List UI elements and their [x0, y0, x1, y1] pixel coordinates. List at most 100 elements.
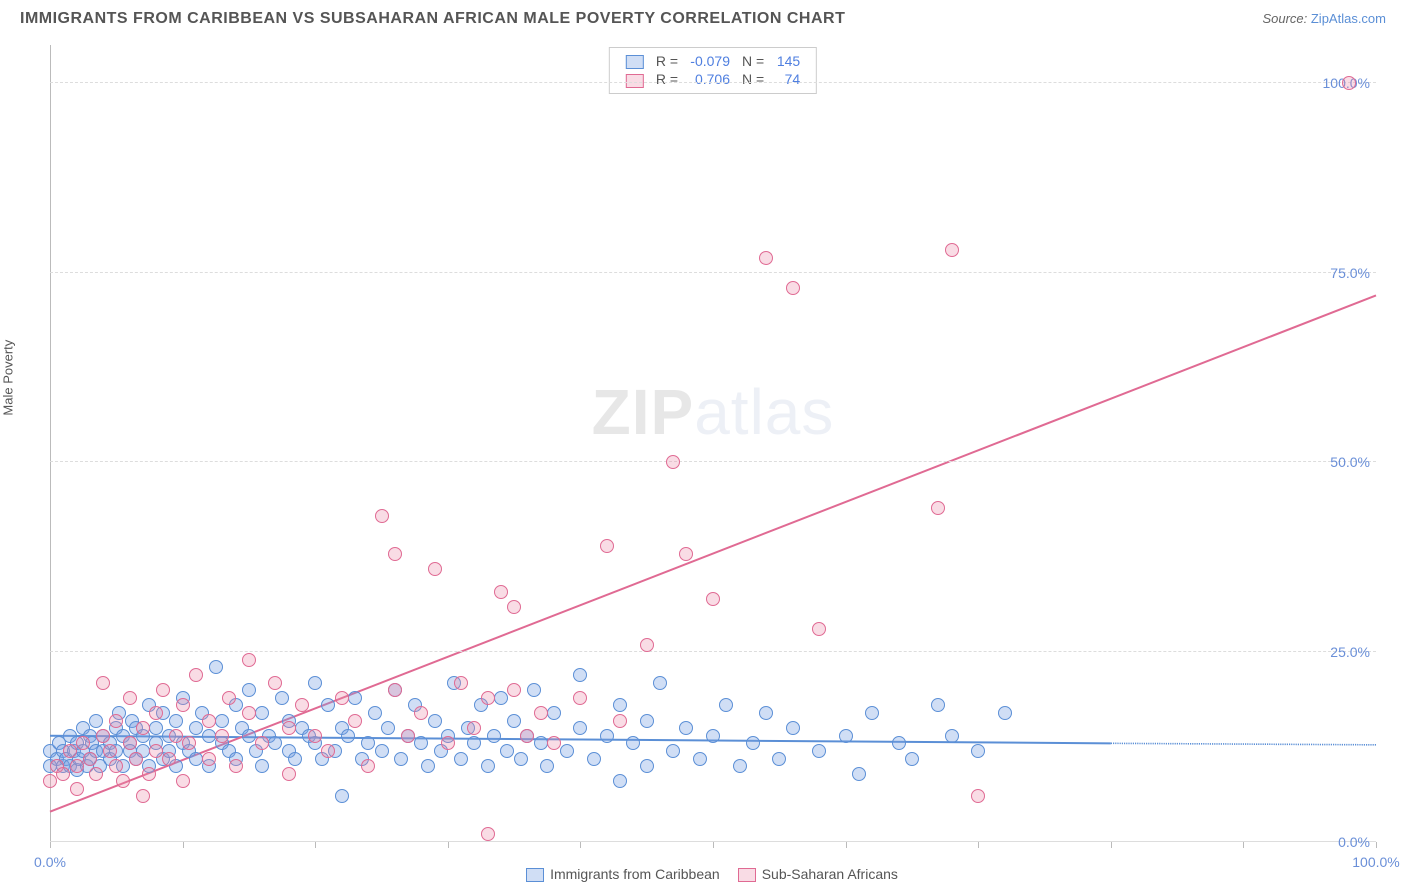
data-point-caribbean [454, 752, 468, 766]
data-point-subsaharan [96, 729, 110, 743]
data-point-caribbean [931, 698, 945, 712]
x-tick [183, 842, 184, 848]
data-point-caribbean [587, 752, 601, 766]
data-point-caribbean [308, 676, 322, 690]
data-point-caribbean [494, 691, 508, 705]
data-point-subsaharan [142, 767, 156, 781]
x-tick [846, 842, 847, 848]
data-point-caribbean [149, 721, 163, 735]
data-point-subsaharan [89, 767, 103, 781]
data-point-caribbean [361, 736, 375, 750]
source-link[interactable]: ZipAtlas.com [1311, 11, 1386, 26]
data-point-caribbean [275, 691, 289, 705]
data-point-subsaharan [414, 706, 428, 720]
data-point-caribbean [421, 759, 435, 773]
legend-row-subsaharan: R =0.706N =74 [620, 70, 806, 88]
legend-label-subsaharan: Sub-Saharan Africans [762, 866, 898, 882]
data-point-caribbean [268, 736, 282, 750]
data-point-caribbean [375, 744, 389, 758]
data-point-subsaharan [169, 729, 183, 743]
data-point-caribbean [945, 729, 959, 743]
data-point-caribbean [215, 714, 229, 728]
data-point-subsaharan [679, 547, 693, 561]
data-point-subsaharan [202, 752, 216, 766]
data-point-caribbean [487, 729, 501, 743]
data-point-caribbean [640, 714, 654, 728]
data-point-subsaharan [481, 827, 495, 841]
data-point-subsaharan [375, 509, 389, 523]
data-point-subsaharan [176, 774, 190, 788]
source-prefix: Source: [1262, 11, 1310, 26]
legend-swatch-caribbean [526, 868, 544, 882]
data-point-caribbean [786, 721, 800, 735]
data-point-caribbean [169, 714, 183, 728]
data-point-subsaharan [547, 736, 561, 750]
x-tick [50, 842, 51, 848]
data-point-caribbean [189, 721, 203, 735]
data-point-subsaharan [388, 547, 402, 561]
x-tick [713, 842, 714, 848]
data-point-subsaharan [666, 455, 680, 469]
data-point-caribbean [341, 729, 355, 743]
x-tick [315, 842, 316, 848]
data-point-subsaharan [189, 668, 203, 682]
data-point-subsaharan [268, 676, 282, 690]
data-point-caribbean [746, 736, 760, 750]
data-point-subsaharan [149, 744, 163, 758]
data-point-subsaharan [109, 759, 123, 773]
chart-title: IMMIGRANTS FROM CARIBBEAN VS SUBSAHARAN … [20, 10, 845, 28]
data-point-caribbean [560, 744, 574, 758]
data-point-subsaharan [215, 729, 229, 743]
data-point-caribbean [527, 683, 541, 697]
data-point-caribbean [514, 752, 528, 766]
data-point-subsaharan [613, 714, 627, 728]
data-point-subsaharan [494, 585, 508, 599]
data-point-caribbean [209, 660, 223, 674]
legend-swatch-subsaharan [738, 868, 756, 882]
data-point-caribbean [547, 706, 561, 720]
data-point-subsaharan [1342, 76, 1356, 90]
data-point-subsaharan [321, 744, 335, 758]
trend-lines [50, 45, 1376, 842]
data-point-subsaharan [295, 698, 309, 712]
data-point-subsaharan [945, 243, 959, 257]
data-point-subsaharan [467, 721, 481, 735]
data-point-subsaharan [335, 691, 349, 705]
data-point-caribbean [640, 759, 654, 773]
data-point-subsaharan [308, 729, 322, 743]
data-point-caribbean [481, 759, 495, 773]
data-point-subsaharan [162, 752, 176, 766]
data-point-caribbean [348, 691, 362, 705]
data-point-subsaharan [507, 683, 521, 697]
data-point-caribbean [998, 706, 1012, 720]
data-point-caribbean [573, 668, 587, 682]
data-point-subsaharan [202, 714, 216, 728]
data-point-subsaharan [282, 767, 296, 781]
data-point-caribbean [892, 736, 906, 750]
x-tick [1243, 842, 1244, 848]
data-point-subsaharan [96, 676, 110, 690]
data-point-caribbean [613, 698, 627, 712]
data-point-caribbean [693, 752, 707, 766]
legend-row-caribbean: R =-0.079N =145 [620, 52, 806, 70]
data-point-caribbean [189, 752, 203, 766]
series-legend: Immigrants from Caribbean Sub-Saharan Afr… [0, 866, 1406, 882]
correlation-legend: R =-0.079N =145R =0.706N =74 [609, 47, 817, 94]
data-point-subsaharan [176, 698, 190, 712]
data-point-caribbean [719, 698, 733, 712]
data-point-subsaharan [481, 691, 495, 705]
data-point-subsaharan [70, 759, 84, 773]
data-point-caribbean [759, 706, 773, 720]
data-point-subsaharan [282, 721, 296, 735]
data-point-caribbean [321, 698, 335, 712]
x-tick [1111, 842, 1112, 848]
data-point-subsaharan [348, 714, 362, 728]
data-point-subsaharan [388, 683, 402, 697]
data-point-caribbean [600, 729, 614, 743]
legend-label-caribbean: Immigrants from Caribbean [550, 866, 720, 882]
data-point-caribbean [394, 752, 408, 766]
data-point-subsaharan [520, 729, 534, 743]
data-point-caribbean [653, 676, 667, 690]
data-point-subsaharan [103, 744, 117, 758]
data-point-caribbean [335, 789, 349, 803]
